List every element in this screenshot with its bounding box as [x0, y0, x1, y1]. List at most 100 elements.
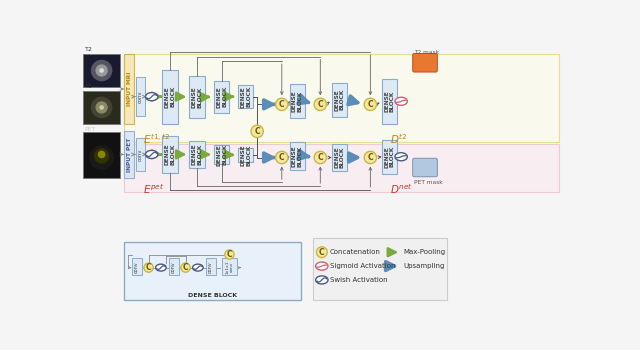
Text: conv: conv: [138, 90, 143, 103]
Text: PET mask: PET mask: [414, 180, 443, 185]
Text: DENSE
BLOCK: DENSE BLOCK: [164, 144, 175, 165]
FancyBboxPatch shape: [289, 142, 305, 170]
Text: $E^{t1,t2}$: $E^{t1,t2}$: [143, 132, 170, 146]
FancyBboxPatch shape: [332, 83, 348, 117]
Circle shape: [90, 145, 114, 170]
Text: $D^{t2}$: $D^{t2}$: [390, 132, 407, 146]
Text: C: C: [227, 250, 232, 259]
Text: C: C: [319, 248, 324, 257]
Text: C: C: [254, 127, 260, 136]
Text: DENSE
BLOCK: DENSE BLOCK: [384, 90, 395, 112]
Text: DENSE
BLOCK: DENSE BLOCK: [292, 145, 303, 167]
Circle shape: [225, 250, 234, 259]
Text: DENSE
BLOCK: DENSE BLOCK: [292, 90, 303, 112]
Text: Upsampling: Upsampling: [403, 263, 445, 269]
Text: C: C: [146, 263, 152, 272]
Text: C: C: [183, 263, 188, 272]
FancyBboxPatch shape: [124, 145, 559, 192]
Ellipse shape: [395, 153, 407, 161]
Ellipse shape: [145, 93, 158, 101]
Ellipse shape: [395, 97, 407, 105]
FancyBboxPatch shape: [168, 258, 179, 275]
Text: conv: conv: [138, 148, 143, 161]
Text: Max-Pooling: Max-Pooling: [403, 249, 445, 255]
FancyBboxPatch shape: [189, 76, 205, 118]
FancyBboxPatch shape: [163, 70, 178, 124]
FancyBboxPatch shape: [312, 238, 447, 300]
FancyBboxPatch shape: [136, 77, 145, 116]
Circle shape: [95, 64, 108, 77]
FancyBboxPatch shape: [238, 148, 253, 162]
Ellipse shape: [145, 150, 158, 159]
FancyBboxPatch shape: [124, 54, 559, 142]
Text: DENSE
BLOCK: DENSE BLOCK: [334, 147, 345, 168]
Text: C: C: [279, 153, 285, 162]
Circle shape: [364, 151, 376, 164]
Text: DENSE
BLOCK: DENSE BLOCK: [334, 89, 345, 111]
Text: C: C: [279, 100, 285, 109]
FancyBboxPatch shape: [332, 144, 348, 172]
Circle shape: [181, 263, 190, 272]
FancyBboxPatch shape: [124, 54, 134, 124]
Text: conv: conv: [134, 261, 139, 273]
Text: DENSE
BLOCK: DENSE BLOCK: [240, 86, 251, 107]
Text: DENSE
BLOCK: DENSE BLOCK: [240, 144, 251, 166]
Text: conv: conv: [171, 261, 176, 273]
Text: C: C: [317, 153, 323, 162]
Text: DENSE BLOCK: DENSE BLOCK: [188, 293, 237, 297]
Circle shape: [314, 98, 326, 111]
Circle shape: [95, 101, 108, 114]
FancyBboxPatch shape: [83, 132, 120, 178]
Text: $D^{net}$: $D^{net}$: [390, 182, 413, 196]
Ellipse shape: [316, 262, 328, 270]
FancyBboxPatch shape: [382, 140, 397, 174]
FancyBboxPatch shape: [124, 242, 301, 300]
FancyBboxPatch shape: [124, 131, 134, 178]
Circle shape: [99, 105, 104, 110]
FancyBboxPatch shape: [214, 80, 230, 113]
Circle shape: [364, 98, 376, 111]
Text: conv: conv: [208, 261, 213, 273]
Text: DENSE
BLOCK: DENSE BLOCK: [384, 146, 395, 168]
Circle shape: [91, 97, 113, 118]
Text: C: C: [367, 100, 373, 109]
Circle shape: [316, 247, 327, 258]
Text: T1: T1: [84, 84, 92, 89]
FancyBboxPatch shape: [132, 258, 141, 275]
Ellipse shape: [316, 276, 328, 284]
Ellipse shape: [193, 264, 203, 271]
FancyBboxPatch shape: [83, 91, 120, 124]
Text: T2 mask: T2 mask: [414, 50, 439, 55]
FancyBboxPatch shape: [214, 145, 230, 164]
FancyBboxPatch shape: [238, 85, 253, 108]
Circle shape: [276, 98, 288, 111]
FancyBboxPatch shape: [382, 79, 397, 124]
Text: INPUT PET: INPUT PET: [127, 137, 132, 172]
Ellipse shape: [156, 264, 166, 271]
Circle shape: [99, 68, 104, 73]
Circle shape: [91, 60, 113, 81]
Text: DENSE
BLOCK: DENSE BLOCK: [216, 144, 227, 166]
Circle shape: [251, 125, 263, 138]
Text: Concatenation: Concatenation: [330, 249, 380, 255]
FancyBboxPatch shape: [413, 158, 437, 177]
Text: C: C: [367, 153, 373, 162]
Circle shape: [94, 148, 109, 164]
Text: DENSE
BLOCK: DENSE BLOCK: [216, 86, 227, 107]
Circle shape: [98, 150, 106, 158]
Text: Swish Activation: Swish Activation: [330, 277, 387, 283]
Text: Sigmoid Activation: Sigmoid Activation: [330, 263, 395, 269]
Text: T2: T2: [84, 47, 93, 52]
Text: DENSE
BLOCK: DENSE BLOCK: [192, 144, 202, 165]
Text: INPUT MRI: INPUT MRI: [127, 72, 132, 106]
FancyBboxPatch shape: [221, 258, 237, 275]
Text: 1x1x1
conv: 1x1x1 conv: [225, 260, 234, 274]
Text: DENSE
BLOCK: DENSE BLOCK: [192, 86, 202, 108]
FancyBboxPatch shape: [136, 138, 145, 170]
Circle shape: [314, 151, 326, 164]
Text: DENSE
BLOCK: DENSE BLOCK: [164, 86, 175, 107]
FancyBboxPatch shape: [189, 141, 205, 168]
Circle shape: [276, 151, 288, 164]
Text: C: C: [317, 100, 323, 109]
FancyBboxPatch shape: [83, 54, 120, 88]
